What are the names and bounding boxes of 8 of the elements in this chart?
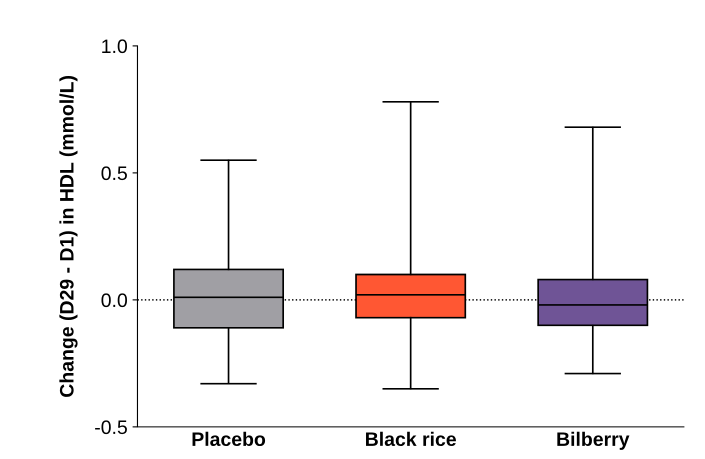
y-tick-label: -0.5 bbox=[95, 420, 127, 434]
y-axis-title: Change (D29 - D1) in HDL (mmol/L) bbox=[59, 76, 78, 397]
y-tick-label: 0.0 bbox=[101, 293, 127, 308]
y-tick-label: 0.5 bbox=[101, 166, 127, 180]
x-tick-label: Placebo bbox=[192, 432, 266, 446]
x-tick-label: Black rice bbox=[366, 432, 456, 446]
y-tick-label: 1.0 bbox=[102, 39, 127, 54]
x-tick-label: Bilberry bbox=[557, 432, 630, 450]
